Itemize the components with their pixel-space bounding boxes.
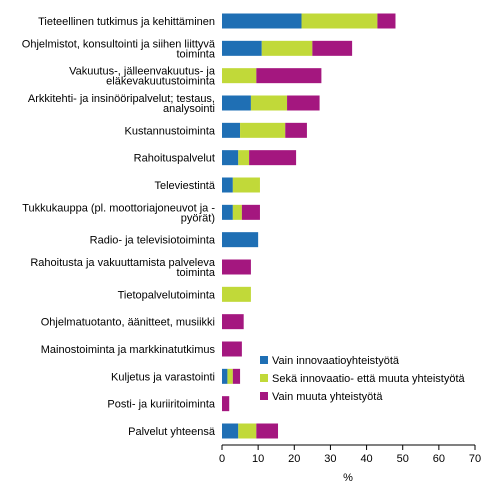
legend: Vain innovaatioyhteistyötä Sekä innovaati… [260,355,465,403]
bar-segment [256,423,279,439]
bar-segment [222,423,239,439]
category-label: Arkkitehti- ja insinööripalvelut; testau… [28,93,215,115]
bar-segment [222,368,228,384]
x-tick-label: 50 [397,453,409,465]
category-label: Tieteellinen tutkimus ja kehittäminen [38,16,215,28]
bar-segment [222,341,242,357]
category-label: Radio- ja televisiotoiminta [90,235,216,247]
category-label-line: Rahoituspalvelut [134,153,215,165]
category-label: Kuljetus ja varastointi [111,371,215,383]
category-label-line: Tietopalvelutoiminta [118,289,216,301]
category-label-line: toiminta [176,48,215,60]
category-label: Rahoitusta ja vakuuttamista palveleva toi… [30,257,216,279]
bar-segment [232,204,242,220]
legend-swatch [260,392,268,400]
bar-segment [222,95,251,111]
category-label: Tukkukauppa (pl. moottoriajoneuvot ja -p… [22,202,215,224]
category-label-line: Rahoitusta ja vakuuttamista palveleva [30,257,216,269]
category-label-line: Vakuutus-, jälleenvakuutus- ja [69,66,216,78]
bar-segment [240,122,286,138]
category-label-line: Kuljetus ja varastointi [111,371,215,383]
bar-segment [227,368,233,384]
x-tick-label: 60 [433,453,445,465]
bar-segment [312,40,353,56]
bar-segment [238,423,257,439]
bar-segment [222,40,262,56]
legend-label: Vain innovaatioyhteistyötä [272,355,400,367]
legend-swatch [260,356,268,364]
category-label-line: Arkkitehti- ja insinööripalvelut; testau… [28,93,215,105]
bar-segment [222,68,257,84]
category-label: Kustannustoiminta [125,125,216,137]
category-label-line: Ohjelmistot, konsultointi ja siihen liit… [22,38,216,50]
bar-segment [232,368,241,384]
category-label: Televiestintä [154,180,215,192]
bar-segment [301,13,378,29]
category-label-line: Radio- ja televisiotoiminta [90,235,216,247]
x-tick-label: 10 [252,453,264,465]
bar-segment [222,13,302,29]
category-label: Vakuutus-, jälleenvakuutus- ja eläkevakuu… [69,66,216,88]
category-label: Ohjelmatuotanto, äänitteet, musiikki [41,317,215,329]
x-axis-title: % [343,472,353,484]
category-label-line: Kustannustoiminta [125,125,216,137]
category-label-line: Posti- ja kuriiritoiminta [107,399,215,411]
bar-segment [261,40,313,56]
x-tick-label: 40 [360,453,372,465]
legend-label: Sekä innovaatio- että muuta yhteistyötä [272,373,465,385]
bar-segment [222,232,259,248]
legend-swatch [260,374,268,382]
category-label-line: Palvelut yhteensä [128,426,216,438]
category-label-line: eläkevakuutustoiminta [106,76,216,88]
bar-segment [232,177,260,193]
bar-segment [222,204,233,220]
bar-segment [222,396,230,412]
category-label-line: Tukkukauppa (pl. moottoriajoneuvot ja - [22,202,215,214]
bar-segment [222,314,244,330]
category-label: Ohjelmistot, konsultointi ja siihen liit… [22,38,216,60]
category-label: Tietopalvelutoiminta [118,289,216,301]
category-label-line: Televiestintä [154,180,215,192]
category-label-line: pyörät) [181,212,215,224]
category-label: Palvelut yhteensä [128,426,216,438]
category-label: Posti- ja kuriiritoiminta [107,399,215,411]
x-tick-label: 0 [219,453,225,465]
category-label-line: toiminta [176,267,215,279]
bar-segment [222,286,251,302]
bar-segment [241,204,260,220]
bar-segment [222,150,239,166]
category-label-line: Tieteellinen tutkimus ja kehittäminen [38,16,215,28]
x-axis-ticks: 0 10 20 30 40 50 60 70 [219,445,481,465]
x-tick-label: 20 [288,453,300,465]
x-tick-label: 70 [469,453,481,465]
bar-segment [222,259,251,275]
bar-segment [377,13,396,29]
bar-segment [249,150,297,166]
bars-group [222,13,396,439]
bar-segment [222,177,233,193]
bar-segment [285,122,307,138]
bar-segment [256,68,322,84]
x-tick-label: 30 [324,453,336,465]
bar-segment [222,122,241,138]
category-labels: Tieteellinen tutkimus ja kehittäminen Ohj… [22,16,216,438]
category-label-line: Ohjelmatuotanto, äänitteet, musiikki [41,317,215,329]
category-label: Mainostoiminta ja markkinatutkimus [41,344,216,356]
bar-segment [250,95,288,111]
category-label-line: analysointi [163,103,215,115]
category-label: Rahoituspalvelut [134,153,215,165]
category-label-line: Mainostoiminta ja markkinatutkimus [41,344,216,356]
bar-segment [238,150,250,166]
legend-label: Vain muuta yhteistyötä [272,391,383,403]
bar-segment [287,95,320,111]
